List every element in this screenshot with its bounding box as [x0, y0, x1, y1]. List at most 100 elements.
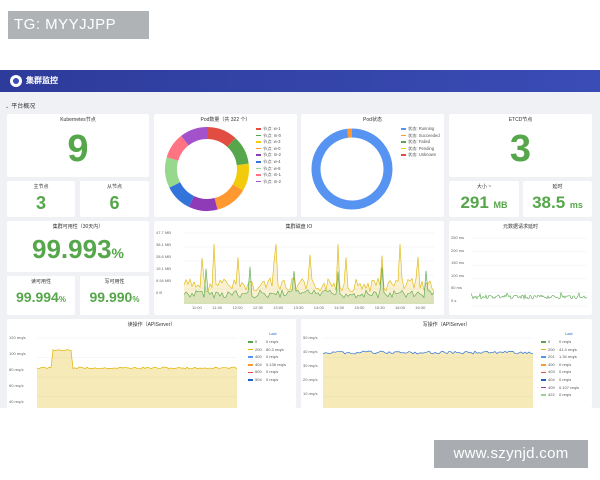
read-ops-area — [37, 349, 237, 408]
y-tick-label: 47.7 MB — [156, 230, 171, 235]
y-tick-label: 50 req/s — [303, 335, 318, 340]
pod-count-slice[interactable] — [165, 157, 181, 188]
panel-title: 延时 — [552, 184, 563, 190]
panel-title: Pod状态 — [363, 117, 382, 123]
legend-swatch — [256, 154, 261, 157]
pod-status-legend-item[interactable]: 状态: Failed — [401, 139, 440, 146]
etcd-latency-value: 38.5 ms — [523, 193, 592, 213]
legend-row[interactable]: 500 0 req/s — [248, 368, 278, 376]
legend-row[interactable]: 0 0 req/s — [248, 338, 278, 346]
panel-title: 元数据请求延时 — [502, 224, 538, 230]
pod-count-legend: 节点: w-1 节点: m-0 节点: w-3 节点: w-0 节点: m-2 节点: w… — [256, 126, 281, 185]
read-ops-panel[interactable]: 读操作（APIServer） 120 req/s 100 req/s 80 req/… — [7, 319, 296, 408]
legend-row[interactable]: 409 0.107 req/s — [541, 384, 579, 392]
x-tick-label: 14:00 — [313, 305, 324, 310]
legend-row[interactable]: 404 0 req/s — [541, 376, 571, 384]
legend-row[interactable]: 404 0.136 req/s — [248, 361, 286, 369]
k8s-nodes-panel[interactable]: Kubernetes节点 9 — [7, 114, 149, 177]
x-tick-label: 11:00 — [192, 305, 202, 310]
write-ops-panel[interactable]: 写操作（APIServer） 50 req/s 40 req/s 30 req/s 2… — [301, 319, 592, 408]
legend-row[interactable]: 422 0 req/s — [541, 391, 571, 399]
pod-count-slice[interactable] — [188, 195, 218, 211]
legend-row[interactable]: 200 41.4 req/s — [541, 346, 577, 354]
pod-count-legend-item[interactable]: 节点: w-8 — [256, 166, 281, 173]
pod-count-slice[interactable] — [214, 184, 244, 210]
legend-swatch — [248, 356, 253, 358]
pod-status-slice[interactable] — [311, 128, 393, 210]
etcd-latency-unit: ms — [569, 200, 583, 210]
legend-row[interactable]: 403 0 req/s — [541, 368, 571, 376]
pod-count-legend-item[interactable]: 节点: w-1 — [256, 126, 281, 133]
legend-row[interactable]: 200 80.3 req/s — [248, 346, 284, 354]
y-tick-label: 80 req/s — [9, 367, 24, 372]
pod-status-legend-item[interactable]: 状态: Pending — [401, 146, 440, 153]
status-code: 404 — [255, 361, 262, 367]
pod-count-slice[interactable] — [166, 135, 189, 161]
pod-count-legend-item[interactable]: 节点: m-2 — [256, 152, 281, 159]
pod-count-legend-item[interactable]: 节点: m-1 — [256, 172, 281, 179]
last-value: 0 req/s — [559, 361, 572, 367]
pod-count-slice[interactable] — [232, 163, 249, 191]
status-code: 0 — [255, 339, 258, 344]
last-value: 0 req/s — [559, 377, 572, 382]
legend-swatch — [256, 141, 261, 143]
pod-count-legend-item[interactable]: 节点: w-0 — [256, 146, 281, 153]
pod-status-legend-item[interactable]: 状态: Succeeded — [401, 133, 440, 140]
etcd-size-panel[interactable]: 大小 ~ 291 MB — [449, 181, 519, 217]
meta-latency-panel[interactable]: 元数据请求延时 250 ms 200 ms 150 ms 100 ms 50 ms 0 s — [449, 221, 592, 315]
y-tick-label: 100 req/s — [9, 351, 26, 356]
last-value: 0.136 req/s — [266, 361, 287, 367]
pod-count-legend-item[interactable]: 节点: m-2 — [256, 179, 281, 186]
read-availability-panel[interactable]: 读可用性 99.994% — [7, 276, 75, 315]
disk-io-panel[interactable]: 集群磁盘 IO 47.7 MB 38.1 MB 28.6 MB 19.1 MB 9.54… — [154, 221, 444, 315]
legend-label: 节点: m-1 — [263, 172, 281, 178]
watermark-top: TG: MYYJJPP — [8, 11, 149, 39]
legend-swatch — [256, 128, 261, 130]
panel-title: 集群磁盘 IO — [285, 224, 313, 230]
legend-swatch — [541, 379, 546, 381]
pod-status-panel[interactable]: Pod状态 状态: Running 状态: Succeeded 状态: Failed… — [301, 114, 444, 217]
legend-label: 节点: w-8 — [263, 165, 281, 171]
panel-title: 写操作（APIServer） — [422, 322, 471, 328]
pod-count-slice[interactable] — [206, 127, 236, 148]
etcd-nodes-panel[interactable]: ETCD节点 3 — [449, 114, 592, 177]
legend-row[interactable]: 0 0 req/s — [541, 338, 571, 346]
etcd-latency-panel[interactable]: 延时 38.5 ms — [523, 181, 592, 217]
write-availability-panel[interactable]: 写可用性 99.990% — [80, 276, 149, 315]
legend-row[interactable]: 201 1.34 req/s — [541, 353, 577, 361]
status-code: 200 — [255, 346, 262, 352]
pod-count-legend-item[interactable]: 节点: m-0 — [256, 133, 281, 140]
master-nodes-value: 3 — [35, 193, 46, 213]
panel-title: 写可用性 — [104, 279, 125, 285]
legend-swatch — [541, 348, 546, 351]
last-value: 0 req/s — [266, 354, 279, 360]
y-tick-label: 10 req/s — [303, 391, 318, 396]
legend-row[interactable]: 504 0 req/s — [248, 376, 278, 384]
legend-row[interactable]: 400 0 req/s — [541, 361, 571, 369]
section-header[interactable]: ⌄ 平台概况 — [5, 101, 35, 110]
pod-count-panel[interactable]: Pod数量（共 322 个） 节点: w-1 节点: m-0 节点: w-3 节点: … — [154, 114, 297, 217]
write-availability-number: 99.990 — [89, 289, 133, 305]
pod-count-slice[interactable] — [181, 127, 208, 146]
y-tick-label: 60 req/s — [9, 383, 24, 388]
legend-row[interactable]: 400 0 req/s — [248, 353, 278, 361]
pod-count-slice[interactable] — [227, 138, 249, 166]
status-code: 500 — [255, 369, 262, 375]
worker-nodes-panel[interactable]: 从节点 6 — [80, 181, 149, 217]
meta-latency-chart — [471, 237, 587, 307]
pod-status-legend-item[interactable]: 状态: Unknown — [401, 152, 440, 159]
pod-status-legend-item[interactable]: 状态: Running — [401, 126, 440, 133]
x-tick-label: 15:00 — [354, 305, 365, 310]
app-title[interactable]: 集群监控 — [26, 76, 58, 85]
pod-count-slice[interactable] — [169, 181, 195, 207]
app-logo-icon[interactable] — [10, 75, 22, 87]
pod-count-legend-item[interactable]: 节点: w-3 — [256, 139, 281, 146]
chevron-down-icon[interactable]: ⌄ — [5, 104, 10, 110]
master-nodes-panel[interactable]: 主节点 3 — [7, 181, 75, 217]
legend-swatch — [401, 141, 406, 143]
write-ops-chart — [323, 337, 533, 408]
availability-panel[interactable]: 集群可用性（30天内） 99.993% — [7, 221, 149, 272]
write-ops-area — [323, 351, 533, 408]
pod-count-legend-item[interactable]: 节点: w-4 — [256, 159, 281, 166]
